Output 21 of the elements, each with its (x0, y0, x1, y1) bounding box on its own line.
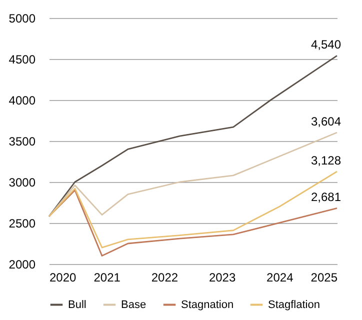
legend-label: Bull (68, 298, 86, 311)
data-label: 3,604 (310, 114, 342, 128)
x-tick-label: 2024 (266, 270, 294, 284)
data-label: 2,681 (310, 190, 342, 204)
x-tick-label: 2025 (310, 270, 338, 284)
x-tick-label: 2023 (208, 270, 236, 284)
y-tick-label: 4500 (8, 52, 36, 66)
data-label: 4,540 (310, 38, 342, 52)
x-tick-label: 2022 (151, 270, 178, 284)
y-tick-label: 3500 (8, 134, 36, 148)
y-tick-label: 5000 (8, 12, 36, 26)
y-tick-label: 2500 (8, 216, 36, 230)
legend-label: Stagnation (181, 298, 234, 311)
legend-label: Base (121, 298, 146, 311)
data-label: 3,128 (310, 154, 342, 168)
x-tick-label: 2021 (94, 270, 121, 284)
y-tick-label: 4000 (8, 94, 36, 108)
x-tick-label: 2020 (50, 270, 77, 284)
y-tick-label: 2000 (8, 258, 36, 272)
legend-label: Stagflation (268, 298, 320, 311)
y-tick-label: 3000 (8, 176, 36, 190)
